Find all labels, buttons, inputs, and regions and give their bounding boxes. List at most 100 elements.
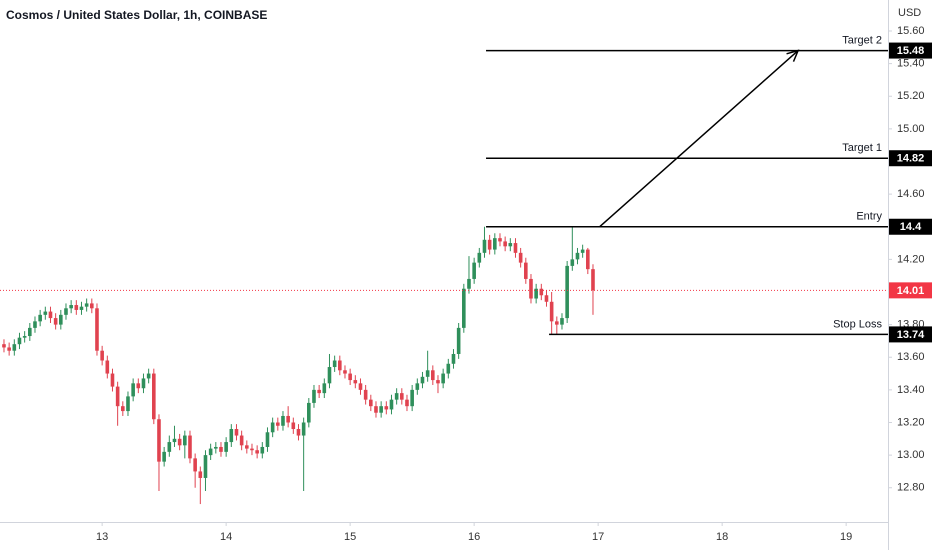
- candle-body: [188, 435, 192, 459]
- candle-body: [286, 415, 290, 423]
- x-tick-label: 17: [592, 531, 604, 543]
- candle-body: [291, 422, 296, 430]
- level-label: Target 1: [842, 142, 882, 154]
- x-tick-label: 15: [344, 531, 356, 543]
- candle-body: [389, 399, 394, 410]
- level-price-label: 15.48: [897, 45, 925, 57]
- candle-body: [183, 435, 187, 446]
- candle-body: [555, 321, 559, 325]
- candle-body: [265, 432, 270, 447]
- candle-body: [503, 241, 507, 247]
- y-tick-label: 15.40: [897, 58, 925, 70]
- candle-body: [570, 259, 575, 266]
- candle-body: [126, 396, 130, 412]
- candle-body: [544, 295, 549, 302]
- candle-body: [152, 373, 156, 420]
- candle-body: [410, 389, 414, 407]
- level-price-label: 14.82: [897, 153, 925, 165]
- candle-body: [384, 406, 389, 410]
- candle-body: [348, 373, 352, 381]
- candle-body: [219, 446, 223, 452]
- candle-body: [415, 383, 420, 390]
- candle-body: [79, 306, 84, 310]
- candle-body: [22, 336, 27, 338]
- y-tick-label: 13.20: [897, 416, 925, 428]
- candle-body: [400, 393, 404, 400]
- candle-body: [281, 415, 285, 426]
- candle-body: [560, 318, 564, 325]
- candle-body: [43, 311, 48, 315]
- candle-body: [420, 376, 425, 384]
- candle-body: [198, 471, 203, 478]
- candle-body: [513, 243, 518, 253]
- candle-body: [549, 301, 554, 322]
- candle-body: [59, 314, 63, 325]
- candle-body: [446, 363, 451, 374]
- candle-body: [462, 288, 466, 328]
- last-price-box: [889, 282, 932, 299]
- candle-body: [141, 378, 146, 389]
- candle-body: [146, 373, 151, 379]
- level-price-box: [889, 326, 932, 343]
- y-tick-label: 15.60: [897, 25, 925, 37]
- candle-body: [12, 344, 17, 351]
- candle-body: [239, 435, 244, 446]
- candle-body: [53, 318, 58, 325]
- candle-body: [229, 429, 234, 443]
- candle-body: [441, 373, 445, 384]
- candle-body: [90, 303, 94, 309]
- candle-body: [565, 265, 569, 319]
- candle-body: [38, 314, 42, 322]
- candle-body: [260, 446, 265, 454]
- candle-body: [487, 239, 492, 250]
- candle-body: [379, 406, 383, 413]
- candle-body: [586, 249, 590, 270]
- candle-body: [28, 327, 32, 337]
- candle-body: [425, 370, 430, 377]
- candle-body: [374, 406, 378, 413]
- candle-body: [48, 311, 53, 319]
- y-tick-label: 13.00: [897, 449, 925, 461]
- candle-body: [296, 429, 301, 436]
- candle-body: [508, 243, 513, 247]
- candle-body: [353, 380, 358, 384]
- y-tick-label: 13.60: [897, 351, 925, 363]
- y-axis-label: USD: [898, 7, 921, 19]
- candle-body: [436, 380, 440, 384]
- candle-body: [405, 399, 409, 407]
- candle-body: [208, 448, 213, 456]
- candle-body: [467, 278, 471, 289]
- candle-body: [276, 422, 280, 426]
- candle-body: [472, 262, 476, 279]
- level-price-box: [889, 150, 932, 167]
- y-tick-label: 14.20: [897, 253, 925, 265]
- candle-body: [431, 370, 435, 381]
- x-tick-label: 13: [96, 531, 108, 543]
- candle-body: [162, 451, 166, 462]
- candle-body: [95, 308, 99, 351]
- candle-body: [482, 239, 487, 253]
- candle-body: [255, 450, 259, 454]
- candle-body: [369, 399, 373, 407]
- candle-body: [332, 360, 337, 368]
- candle-body: [69, 305, 73, 309]
- candle-body: [84, 303, 89, 307]
- candle-body: [64, 308, 68, 315]
- candle-body: [157, 419, 161, 462]
- candle-body: [322, 383, 327, 394]
- candle-body: [110, 373, 115, 387]
- candle-body: [172, 438, 177, 443]
- candle-body: [131, 383, 135, 397]
- candle-body: [312, 389, 316, 403]
- candle-body: [518, 252, 523, 263]
- x-tick-label: 14: [220, 531, 232, 543]
- candle-body: [498, 238, 502, 242]
- y-tick-label: 15.00: [897, 123, 925, 135]
- y-tick-label: 14.60: [897, 188, 925, 200]
- level-price-box: [889, 42, 932, 59]
- x-tick-label: 18: [716, 531, 728, 543]
- candle-body: [234, 429, 239, 436]
- candle-body: [177, 438, 182, 446]
- candle-body: [363, 389, 368, 400]
